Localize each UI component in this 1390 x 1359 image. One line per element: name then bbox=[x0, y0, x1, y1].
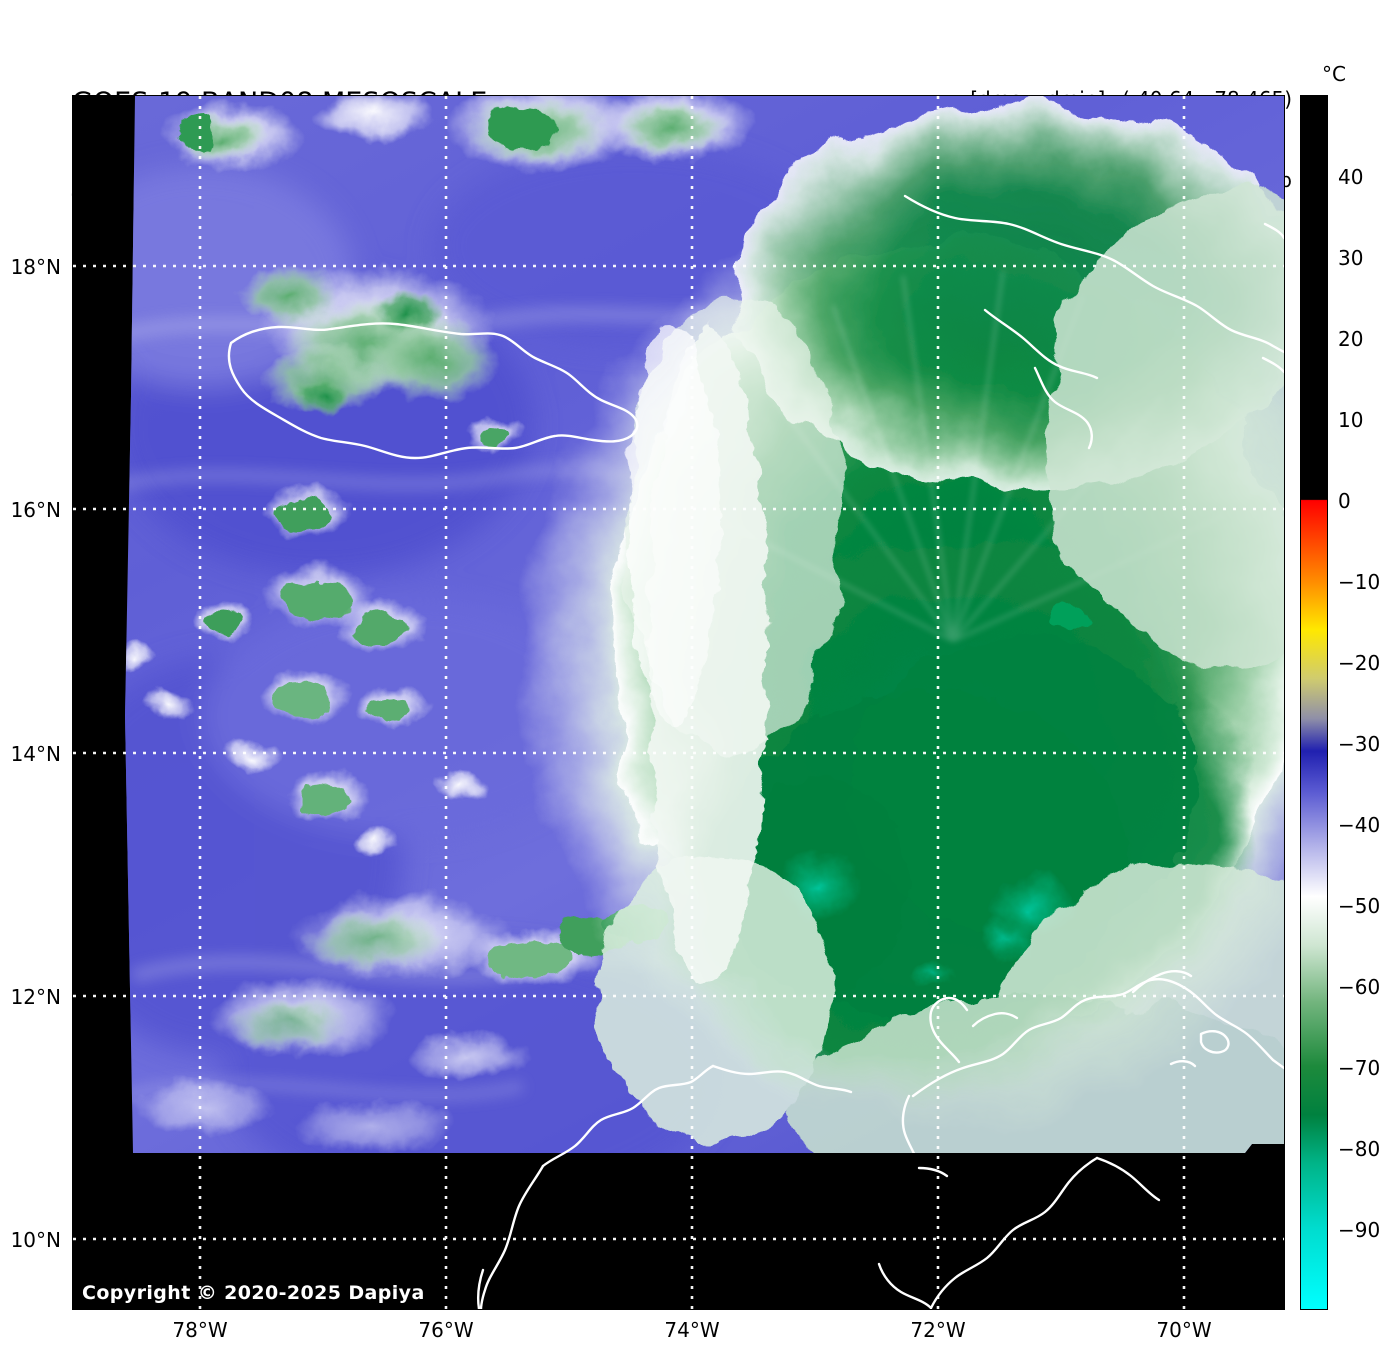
copyright-label: Copyright © 2020-2025 Dapiya bbox=[82, 1282, 425, 1304]
cbar-tick-neg20: −20 bbox=[1338, 651, 1381, 675]
lon-tick-78w: 78°W bbox=[172, 1318, 228, 1342]
cbar-tick-neg10: −10 bbox=[1338, 570, 1381, 594]
lat-tick-12n: 12°N bbox=[10, 985, 61, 1009]
satellite-imagery bbox=[73, 96, 1284, 1309]
imagery-data-layer bbox=[125, 96, 1284, 1153]
cbar-tick-neg90: −90 bbox=[1338, 1218, 1381, 1242]
colorbar-gradient bbox=[1301, 96, 1327, 1309]
cbar-tick-neg80: −80 bbox=[1338, 1137, 1381, 1161]
colorbar-unit-label: °C bbox=[1322, 62, 1346, 86]
colorbar[interactable] bbox=[1300, 95, 1328, 1310]
lon-tick-76w: 76°W bbox=[418, 1318, 474, 1342]
lon-tick-72w: 72°W bbox=[910, 1318, 966, 1342]
lat-tick-14n: 14°N bbox=[10, 742, 61, 766]
cbar-tick-neg50: −50 bbox=[1338, 894, 1381, 918]
cbar-tick-neg70: −70 bbox=[1338, 1056, 1381, 1080]
cbar-tick-neg40: −40 bbox=[1338, 813, 1381, 837]
lon-tick-70w: 70°W bbox=[1156, 1318, 1212, 1342]
lat-tick-18n: 18°N bbox=[10, 255, 61, 279]
cbar-tick-40: 40 bbox=[1338, 165, 1364, 189]
cbar-tick-20: 20 bbox=[1338, 327, 1364, 351]
gridlines bbox=[73, 96, 1284, 1309]
cbar-tick-neg60: −60 bbox=[1338, 975, 1381, 999]
lat-tick-10n: 10°N bbox=[10, 1228, 61, 1252]
satellite-image-axes[interactable] bbox=[72, 95, 1285, 1310]
cbar-tick-30: 30 bbox=[1338, 246, 1364, 270]
lat-tick-16n: 16°N bbox=[10, 498, 61, 522]
lon-tick-74w: 74°W bbox=[664, 1318, 720, 1342]
coastline-black-region bbox=[477, 1064, 1161, 1309]
cbar-tick-0: 0 bbox=[1338, 489, 1351, 513]
cbar-tick-10: 10 bbox=[1338, 408, 1364, 432]
cbar-tick-neg30: −30 bbox=[1338, 732, 1381, 756]
coastline-layer bbox=[227, 194, 1284, 1153]
